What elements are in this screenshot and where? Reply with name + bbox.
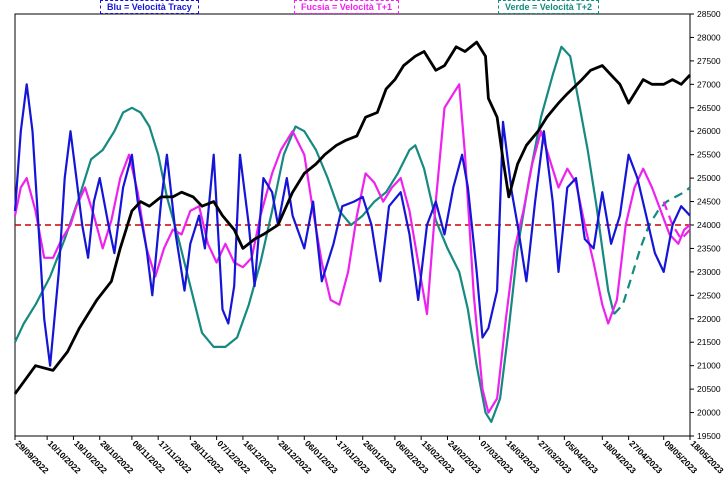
y-tick-label: 27500 [697, 56, 721, 66]
y-tick-label: 21500 [697, 337, 721, 347]
y-tick-label: 28000 [697, 32, 721, 42]
y-axis: 19500 20000 20500 21000 21500 22000 22500 23000… [690, 9, 721, 441]
y-tick-label: 21000 [697, 361, 721, 371]
series-line-verde [14, 45, 616, 423]
y-tick-label: 24000 [697, 220, 721, 230]
series-line-fucsia [13, 83, 691, 414]
y-tick-label: 25000 [697, 173, 721, 183]
y-tick-label: 28500 [697, 9, 721, 19]
y-tick-label: 26500 [697, 103, 721, 113]
y-tick-label: 24500 [697, 197, 721, 207]
y-tick-label: 27000 [697, 79, 721, 89]
plot-area [13, 13, 692, 437]
y-tick-label: 26000 [697, 126, 721, 136]
legend-green: Verde = Velocità T+2 [498, 0, 600, 14]
series-line-fucsia-t-1 [662, 201, 691, 241]
series-line-prezzo [13, 40, 692, 395]
legend-blue: Blu = Velocità Tracy [100, 0, 199, 14]
x-axis: 29/09/202210/10/202219/10/202228/10/2022… [14, 436, 725, 476]
series-line-blu [13, 83, 691, 367]
y-tick-label: 20000 [697, 408, 721, 418]
y-tick-label: 22500 [697, 290, 721, 300]
y-tick-label: 23500 [697, 243, 721, 253]
y-tick-label: 22000 [697, 314, 721, 324]
y-tick-label: 25500 [697, 150, 721, 160]
series-line-verde-t-2 [613, 186, 691, 315]
x-tick-label: 29/09/2022 [14, 438, 51, 475]
y-tick-label: 20500 [697, 384, 721, 394]
y-tick-label: 19500 [697, 431, 721, 441]
y-tick-label: 23000 [697, 267, 721, 277]
legend-fuchsia: Fucsia = Velocità T+1 [294, 0, 400, 14]
